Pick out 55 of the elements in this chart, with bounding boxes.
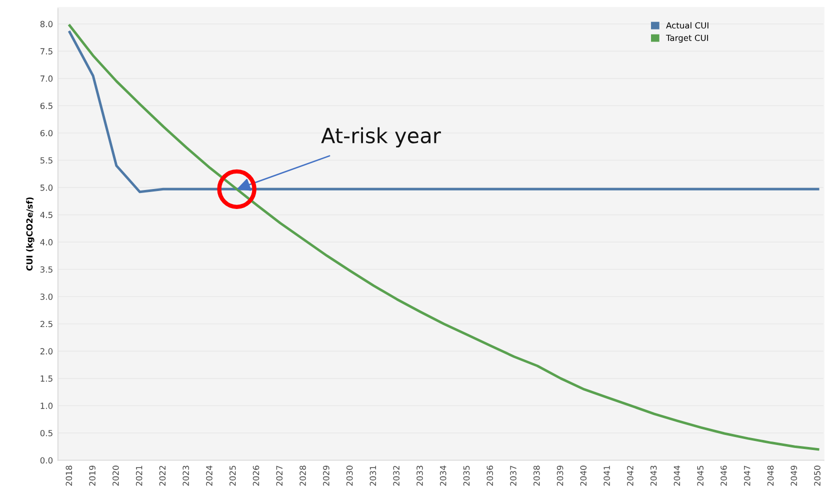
- y-tick-label: 0.0: [40, 457, 53, 464]
- x-tick-label: 2026: [252, 466, 260, 486]
- y-tick-label: 8.0: [40, 20, 53, 28]
- y-tick-label: 4.5: [40, 212, 52, 218]
- x-tick-label: 2030: [346, 466, 353, 486]
- y-tick-label: 1.0: [40, 402, 53, 409]
- legend-label: Target CUI: [666, 34, 708, 43]
- x-tick-label: 2032: [393, 466, 400, 486]
- legend-label: Actual CUI: [666, 22, 708, 29]
- x-tick-label: 2028: [300, 466, 306, 486]
- x-tick-label: 2036: [486, 466, 494, 486]
- y-tick-label: 6.0: [40, 130, 53, 136]
- y-tick-label: 7.0: [40, 75, 53, 82]
- x-tick-label: 2027: [276, 466, 283, 486]
- x-tick-label: 2040: [580, 466, 587, 486]
- x-tick-label: 2037: [510, 466, 516, 486]
- x-tick-label: 2043: [650, 466, 657, 486]
- y-tick-label: 3.0: [40, 294, 53, 300]
- x-tick-label: 2029: [323, 466, 330, 486]
- y-tick-label: 0.5: [40, 430, 52, 436]
- y-tick-label: 4.0: [40, 239, 53, 246]
- x-tick-label: 2045: [697, 466, 704, 486]
- line-series: [68, 24, 820, 451]
- x-tick-label: 2033: [416, 466, 423, 486]
- x-tick-label: 2049: [790, 466, 798, 486]
- y-tick-label: 5.0: [40, 184, 53, 191]
- x-tick-label: 2019: [89, 466, 96, 486]
- x-tick-label: 2038: [533, 466, 540, 486]
- x-tick-label: 2039: [556, 466, 564, 486]
- x-tick-label: 2025: [229, 466, 236, 486]
- x-tick-label: 2047: [744, 466, 750, 486]
- y-tick-label: 6.5: [40, 102, 52, 110]
- x-tick-label: 2023: [182, 466, 189, 486]
- x-tick-label: 2034: [440, 466, 446, 486]
- x-tick-label: 2035: [463, 466, 470, 486]
- x-tick-label: 2050: [814, 466, 820, 486]
- annotation: At-risk year: [321, 127, 441, 148]
- x-tick-label: 2018: [66, 466, 72, 486]
- y-tick-label: 7.5: [40, 48, 52, 54]
- y-axis-title: CUI (kgCO2e/sf): [26, 197, 34, 271]
- x-tick-label: 2042: [627, 466, 634, 486]
- y-tick-label: 1.5: [40, 376, 52, 382]
- x-tick-label: 2022: [159, 466, 166, 486]
- x-tick-label: 2046: [720, 466, 727, 486]
- x-tick-label: 2020: [112, 466, 119, 486]
- y-tick-label: 2.5: [40, 320, 52, 328]
- y-tick-label: 3.5: [40, 266, 52, 273]
- x-tick-label: 2048: [767, 466, 774, 486]
- x-tick-label: 2024: [206, 466, 212, 486]
- x-tick-label: 2031: [370, 466, 376, 486]
- x-tick-label: 2041: [604, 466, 610, 486]
- x-tick-label: 2044: [674, 466, 680, 486]
- y-tick-label: 5.5: [40, 157, 52, 164]
- y-tick-label: 2.0: [40, 348, 53, 354]
- x-tick-label: 2021: [136, 466, 142, 486]
